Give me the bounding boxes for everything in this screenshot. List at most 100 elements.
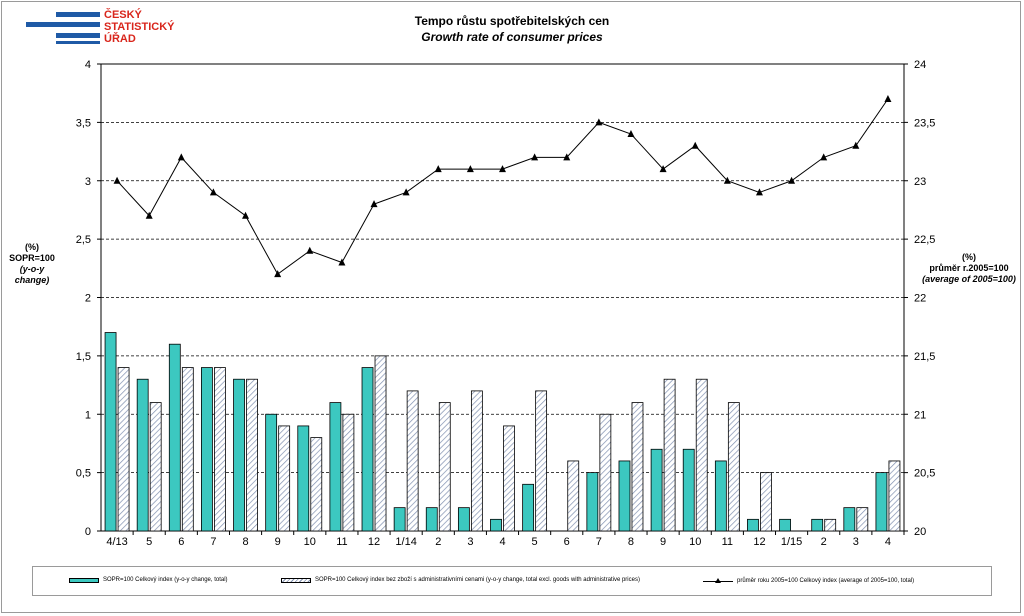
chart-title: Tempo růstu spotřebitelských cen [414,14,610,28]
legend-item-line: průměr roku 2005=100 Celkový index (aver… [703,577,914,585]
line-marker [242,211,250,219]
left-tick-label: 2 [85,293,91,305]
bar-total [457,507,470,532]
line-marker [627,130,635,138]
left-tick-label: 3 [85,176,91,188]
x-tick-label: 7 [596,536,602,548]
line-marker [852,141,860,149]
x-tick-label: 12 [368,536,380,548]
line-marker [788,176,796,184]
line-marker [338,258,346,266]
legend-item-excl: SOPR=100 Celkový index bez zboží s admin… [281,577,640,583]
line-marker [820,153,828,161]
logo-text: ČESKÝ STATISTICKÝ ÚŘAD [104,9,175,45]
bar-excl-admin [117,367,130,532]
bar-total [265,413,278,532]
x-tick-label: 11 [722,536,733,548]
x-tick-label: 7 [210,536,216,548]
bar-total [168,343,181,532]
left-tick-label: 0 [85,526,91,538]
x-tick-label: 10 [689,536,701,548]
left-tick-label: 1,5 [76,351,91,363]
bar-total [425,507,438,532]
legend-swatch-solid [69,577,99,583]
line-marker [466,165,474,173]
x-tick-label: 12 [753,536,765,548]
bar-excl-admin [727,402,740,532]
legend-item-total: SOPR=100 Celkový index (y-o-y change, to… [69,577,228,583]
right-tick-label: 23 [914,176,926,188]
bar-excl-admin [181,367,194,532]
bar-total [586,472,599,532]
left-tick-label: 0,5 [76,468,91,480]
line-marker [306,246,314,254]
bar-total [329,402,342,532]
x-tick-label: 9 [275,536,281,548]
bar-excl-admin [374,355,387,532]
x-tick-label: 8 [242,536,248,548]
x-tick-label: 5 [146,536,152,548]
bar-total [490,518,502,532]
right-tick-label: 23,5 [914,117,935,129]
bar-excl-admin [824,518,837,532]
x-tick-label: 10 [304,536,316,548]
bar-excl-admin [888,460,901,532]
bar-excl-admin [567,460,580,532]
bar-excl-admin [599,413,612,532]
right-tick-label: 20 [914,526,926,538]
left-tick-label: 3,5 [76,117,91,129]
right-tick-label: 21,5 [914,351,935,363]
line-marker [659,165,667,173]
czso-logo: ČESKÝ STATISTICKÝ ÚŘAD [26,9,186,46]
logo-bars-icon [26,10,100,46]
right-tick-label: 24 [914,59,926,71]
line-marker [370,200,378,208]
x-tick-label: 2 [821,536,827,548]
right-tick-label: 22 [914,293,926,305]
line-index-2005 [116,98,889,275]
bar-excl-admin [406,390,419,532]
bar-excl-admin [503,425,515,532]
x-tick-label: 4/13 [106,536,127,548]
left-tick-label: 2,5 [76,234,91,246]
left-tick-label: 4 [85,59,91,71]
bar-total [361,367,374,532]
bar-total [201,367,213,532]
left-tick-label: 1 [85,409,91,421]
bar-excl-admin [214,367,226,532]
right-tick-label: 22,5 [914,234,935,246]
line-marker [723,176,731,184]
line-marker [274,270,282,278]
x-tick-label: 1/14 [395,536,416,548]
bar-excl-admin [760,472,772,532]
bar-excl-admin [631,402,644,532]
right-tick-label: 20,5 [914,468,935,480]
bar-excl-admin [470,390,483,532]
bar-total [779,518,791,532]
bar-total [618,460,631,532]
x-tick-label: 1/15 [781,536,802,548]
bar-total [747,518,759,532]
bar-excl-admin [438,402,451,532]
x-tick-label: 5 [532,536,538,548]
line-marker [563,153,571,161]
bar-excl-admin [246,378,258,532]
bar-total [811,518,824,532]
line-marker [145,211,153,219]
legend: SOPR=100 Celkový index (y-o-y change, to… [32,566,992,596]
bar-total [393,507,406,532]
bar-total [682,448,695,532]
x-tick-label: 3 [467,536,473,548]
line-marker [177,153,185,161]
x-tick-label: 4 [885,536,891,548]
legend-swatch-line [703,577,733,585]
bar-total [104,332,117,532]
line-marker [595,118,603,126]
x-tick-label: 4 [499,536,505,548]
x-tick-label: 3 [853,536,859,548]
legend-swatch-hatched [281,577,311,583]
line-marker [402,188,410,196]
bar-total [297,425,310,532]
